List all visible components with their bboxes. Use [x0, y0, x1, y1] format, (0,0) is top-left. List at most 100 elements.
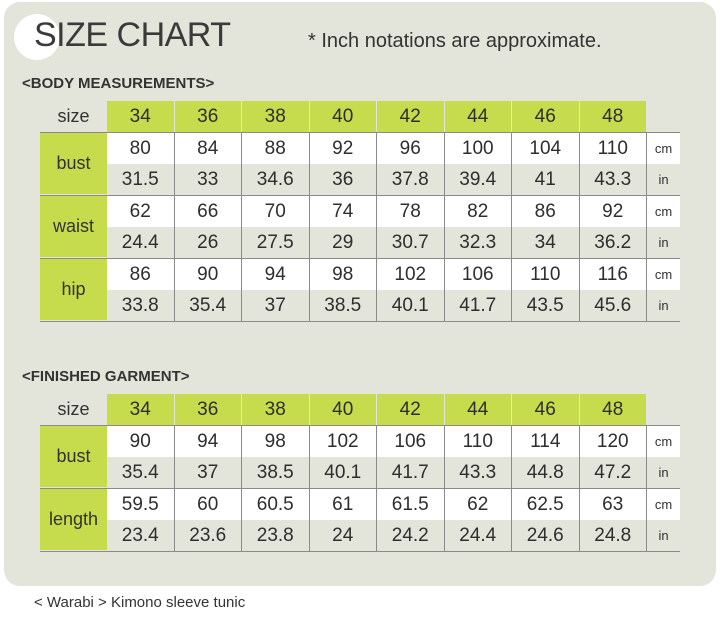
inch-value: 24	[309, 520, 377, 551]
cm-value: 86	[512, 196, 580, 227]
inch-value: 34.6	[242, 164, 310, 195]
cm-value: 70	[242, 196, 310, 227]
unit-in: in	[658, 298, 669, 313]
size-column-header: 36	[174, 101, 242, 132]
size-column-header: 48	[579, 394, 647, 425]
inch-value: 24.2	[377, 520, 445, 551]
inch-value: 23.8	[242, 520, 310, 551]
cm-value: 96	[377, 133, 445, 164]
measurement-label: length	[40, 488, 107, 550]
cm-value: 92	[579, 196, 647, 227]
cm-value: 60	[174, 489, 242, 520]
unit-in: in	[658, 465, 669, 480]
inch-value: 32.3	[444, 227, 512, 258]
cm-value: 61	[309, 489, 377, 520]
inch-value: 35.4	[107, 457, 175, 488]
cm-value: 62	[444, 489, 512, 520]
size-column-header: 42	[377, 101, 445, 132]
cm-value: 61.5	[377, 489, 445, 520]
cm-value: 110	[444, 426, 512, 457]
cm-value: 116	[579, 259, 647, 290]
size-column-header: 48	[579, 101, 647, 132]
size-column-header: 38	[242, 394, 310, 425]
in-row: 33.8 35.4 37 38.5 40.1 41.7 43.5 45.6 in	[107, 290, 680, 321]
inch-value: 29	[309, 227, 377, 258]
cm-value: 86	[107, 259, 175, 290]
unit-in: in	[658, 235, 669, 250]
cm-row: 62 66 70 74 78 82 86 92 cm	[107, 195, 680, 227]
size-column-header: 42	[377, 394, 445, 425]
finished-garment-table: size 34 36 38 40 42 44 46 48 bust 90 94 98 102 106 110 1…	[40, 394, 680, 552]
inch-value: 24.8	[579, 520, 647, 551]
unit-in: in	[658, 172, 669, 187]
inch-value: 24.4	[444, 520, 512, 551]
measurement-group-waist: waist 62 66 70 74 78 82 86 92 cm 24.4 26 27.5 29 30.7 3…	[40, 195, 680, 258]
measurement-group-bust: bust 90 94 98 102 106 110 114 120 cm 35.4 37 38.5 40.…	[40, 425, 680, 488]
cm-value: 84	[174, 133, 242, 164]
size-label: size	[57, 399, 90, 419]
in-row: 24.4 26 27.5 29 30.7 32.3 34 36.2 in	[107, 227, 680, 258]
cm-value: 104	[512, 133, 580, 164]
cm-value: 102	[309, 426, 377, 457]
measurement-rows: 80 84 88 92 96 100 104 110 cm 31.5 33 34.6 36 37.8 39.…	[107, 132, 680, 195]
inch-value: 45.6	[579, 290, 647, 321]
cm-value: 92	[309, 133, 377, 164]
cm-value: 88	[242, 133, 310, 164]
size-column-header: 44	[444, 101, 512, 132]
approximation-note: * Inch notations are approximate.	[308, 30, 602, 52]
cm-value: 59.5	[107, 489, 175, 520]
inch-value: 34	[512, 227, 580, 258]
in-row: 23.4 23.6 23.8 24 24.2 24.4 24.6 24.8 in	[107, 520, 680, 551]
inch-value: 43.3	[444, 457, 512, 488]
unit-cm: cm	[647, 196, 680, 227]
measurement-group-bust: bust 80 84 88 92 96 100 104 110 cm 31.5 33 34.6 36 37.…	[40, 132, 680, 195]
measurement-group-hip: hip 86 90 94 98 102 106 110 116 cm 33.8 35.4 37 38.5 4…	[40, 258, 680, 322]
cm-value: 110	[512, 259, 580, 290]
measurement-rows: 62 66 70 74 78 82 86 92 cm 24.4 26 27.5 29 30.7 32.3 34…	[107, 195, 680, 258]
title-circle-decoration	[14, 14, 60, 60]
unit-cm: cm	[647, 133, 680, 164]
inch-value: 43.5	[512, 290, 580, 321]
cm-value: 90	[174, 259, 242, 290]
size-column-header: 40	[309, 101, 377, 132]
inch-value: 47.2	[579, 457, 647, 488]
cm-row: 80 84 88 92 96 100 104 110 cm	[107, 132, 680, 164]
inch-value: 38.5	[242, 457, 310, 488]
inch-value: 30.7	[377, 227, 445, 258]
inch-value: 41.7	[377, 457, 445, 488]
inch-value: 41.7	[444, 290, 512, 321]
cm-value: 63	[579, 489, 647, 520]
inch-value: 24.4	[107, 227, 175, 258]
cm-value: 100	[444, 133, 512, 164]
page-title: SIZE CHART	[34, 16, 231, 54]
inch-value: 31.5	[107, 164, 175, 195]
inch-value: 37	[174, 457, 242, 488]
size-label: size	[57, 106, 90, 126]
size-column-header: 34	[107, 394, 175, 425]
measurement-label: hip	[40, 258, 107, 320]
cm-value: 102	[377, 259, 445, 290]
inch-value: 24.6	[512, 520, 580, 551]
measurement-label: bust	[40, 425, 107, 487]
size-column-header: 46	[512, 101, 580, 132]
measurement-rows: 90 94 98 102 106 110 114 120 cm 35.4 37 38.5 40.1 41.…	[107, 425, 680, 488]
inch-value: 37	[242, 290, 310, 321]
inch-value: 36	[309, 164, 377, 195]
size-column-header: 40	[309, 394, 377, 425]
cm-row: 86 90 94 98 102 106 110 116 cm	[107, 258, 680, 290]
inch-value: 43.3	[579, 164, 647, 195]
unit-cm: cm	[647, 259, 680, 290]
cm-value: 82	[444, 196, 512, 227]
cm-value: 90	[107, 426, 175, 457]
inch-value: 23.4	[107, 520, 175, 551]
size-column-header: 34	[107, 101, 175, 132]
unit-in: in	[658, 528, 669, 543]
inch-value: 41	[512, 164, 580, 195]
cm-value: 74	[309, 196, 377, 227]
measurement-rows: 86 90 94 98 102 106 110 116 cm 33.8 35.4 37 38.5 40.1…	[107, 258, 680, 321]
size-column-header: 36	[174, 394, 242, 425]
measurement-label: bust	[40, 132, 107, 194]
cm-value: 98	[242, 426, 310, 457]
inch-value: 40.1	[377, 290, 445, 321]
cm-value: 106	[444, 259, 512, 290]
